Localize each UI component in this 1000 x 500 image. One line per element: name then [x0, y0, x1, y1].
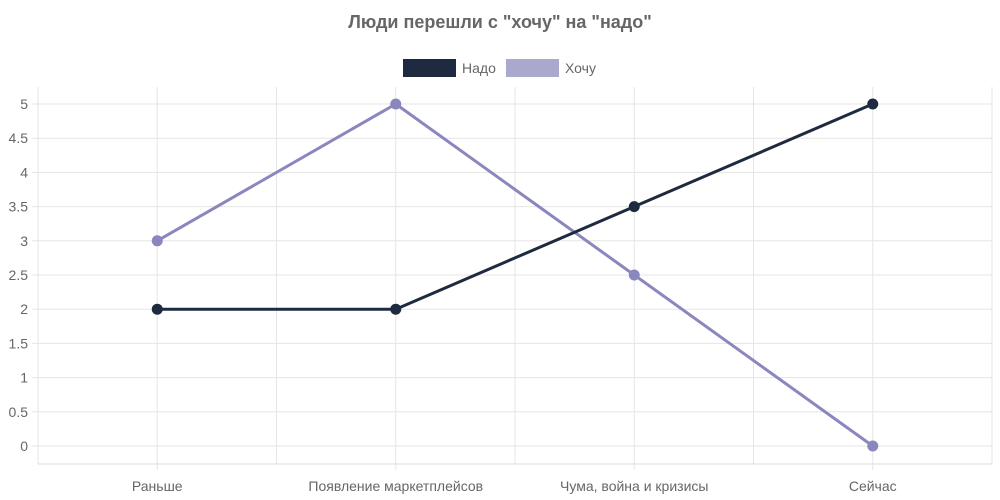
- y-tick-label: 3.5: [9, 199, 29, 215]
- series-layer: [151, 98, 879, 452]
- legend-label: Надо: [462, 60, 496, 76]
- x-tick-label: Чума, война и кризисы: [560, 478, 708, 494]
- y-tick-label: 5: [20, 96, 28, 112]
- y-tick-label: 0: [20, 438, 28, 454]
- grid-layer: [32, 87, 993, 470]
- y-tick-label: 4.5: [9, 130, 29, 146]
- x-tick-label: Сейчас: [849, 478, 897, 494]
- data-point[interactable]: [628, 269, 640, 281]
- data-point[interactable]: [867, 440, 879, 452]
- data-point[interactable]: [867, 98, 879, 110]
- legend-item-0[interactable]: Надо: [403, 59, 496, 77]
- legend-label: Хочу: [565, 60, 596, 76]
- chart-title: Люди перешли с "хочу" на "надо": [348, 12, 652, 32]
- y-tick-label: 1: [20, 370, 28, 386]
- y-tick-label: 4: [20, 164, 28, 180]
- legend: Надо Хочу: [403, 59, 596, 77]
- series-line-0: [157, 102, 874, 311]
- legend-item-1[interactable]: Хочу: [506, 59, 596, 77]
- data-point[interactable]: [628, 201, 640, 213]
- data-point[interactable]: [151, 303, 163, 315]
- y-tick-label: 0.5: [9, 404, 29, 420]
- y-tick-label: 2.5: [9, 267, 29, 283]
- data-point[interactable]: [390, 303, 402, 315]
- axis-layer: 0 0.5 1 1.5 2 2.5 3 3.5 4 4.5 5 Раньше Появление мар…: [9, 96, 992, 494]
- data-point[interactable]: [151, 235, 163, 247]
- series-line-1: [156, 102, 874, 448]
- x-tick-label: Появление маркетплейсов: [308, 478, 483, 494]
- data-point[interactable]: [390, 98, 402, 110]
- legend-swatch: [403, 59, 456, 77]
- x-tick-label: Раньше: [132, 478, 183, 494]
- y-tick-label: 3: [20, 233, 28, 249]
- y-tick-label: 2: [20, 301, 28, 317]
- y-tick-label: 1.5: [9, 335, 29, 351]
- legend-swatch: [506, 59, 559, 77]
